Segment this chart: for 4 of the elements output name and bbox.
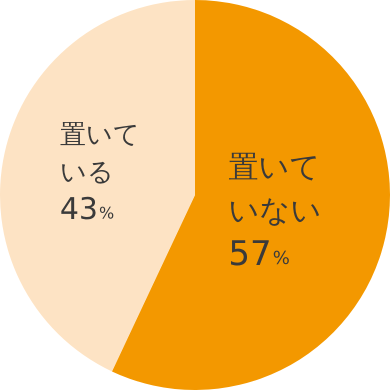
data-label: 43% xyxy=(60,192,114,228)
slice-label: 置いている xyxy=(60,120,140,188)
data-label: 57% xyxy=(228,234,290,274)
slice-label: 置いていない xyxy=(228,150,322,229)
